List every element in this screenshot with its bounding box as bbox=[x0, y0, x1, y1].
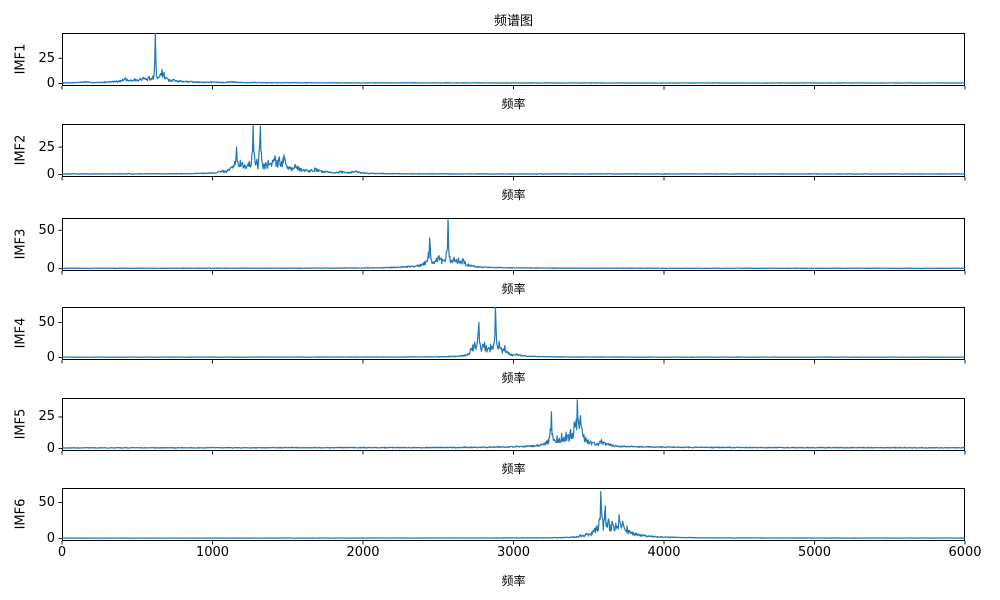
ytick-label: 50 bbox=[38, 494, 55, 510]
xtick-label: 4000 bbox=[647, 545, 681, 560]
subplot-imf4: IMF4 50 0 频率 bbox=[0, 307, 1000, 398]
axes-border bbox=[62, 398, 965, 451]
ytick-label: 25 bbox=[38, 409, 55, 425]
subplot-imf3: IMF3 50 0 频率 bbox=[0, 218, 1000, 309]
spectrum-line bbox=[61, 491, 966, 539]
spectrum-line bbox=[61, 33, 966, 84]
xtick-label: 0 bbox=[57, 545, 67, 560]
plot-area-imf1 bbox=[58, 33, 966, 90]
spectrum-line bbox=[61, 307, 966, 358]
ytick-label: 50 bbox=[38, 314, 55, 330]
xlabel-imf1: 频率 bbox=[501, 97, 526, 111]
xlabel-imf3: 频率 bbox=[501, 282, 526, 296]
axes-border bbox=[62, 124, 965, 177]
axes-border bbox=[62, 218, 965, 271]
ytick-label: 50 bbox=[38, 222, 55, 238]
spectrum-line bbox=[61, 124, 966, 175]
ytick-label: 0 bbox=[46, 167, 55, 183]
axes-border bbox=[62, 307, 965, 360]
ytick-label: 0 bbox=[46, 350, 55, 366]
ytick-label: 0 bbox=[46, 261, 55, 277]
plot-area-imf5 bbox=[58, 398, 966, 455]
plot-area-imf2 bbox=[58, 124, 966, 181]
xtick-label: 2000 bbox=[346, 545, 380, 560]
subplot-imf1: IMF1 25 0 频率 bbox=[0, 33, 1000, 124]
xtick-label: 1000 bbox=[195, 545, 230, 560]
axes-border bbox=[62, 33, 965, 86]
plot-area-imf4 bbox=[58, 307, 966, 364]
xlabel-imf2: 频率 bbox=[501, 188, 526, 202]
axes-border bbox=[62, 488, 965, 541]
spectrum-line bbox=[61, 399, 966, 449]
xtick-label: 6000 bbox=[948, 545, 982, 560]
ytick-label: 0 bbox=[46, 440, 55, 456]
xtick-label: 3000 bbox=[496, 545, 531, 560]
ytick-label: 0 bbox=[46, 530, 55, 546]
subplot-imf6: IMF6 50 0 0 1000 2000 3000 4000 5000 600… bbox=[0, 488, 1000, 600]
subplot-imf5: IMF5 25 0 频率 bbox=[0, 398, 1000, 489]
xtick-label: 5000 bbox=[797, 545, 832, 560]
plot-area-imf3 bbox=[58, 218, 966, 275]
xlabel-imf4: 频率 bbox=[501, 371, 526, 385]
ytick-label: 25 bbox=[38, 139, 55, 155]
figure-title: 频谱图 bbox=[493, 14, 533, 29]
spectrum-line bbox=[61, 218, 966, 270]
subplot-imf2: IMF2 25 0 频率 bbox=[0, 124, 1000, 215]
plot-area-imf6 bbox=[58, 488, 966, 545]
ytick-label: 25 bbox=[38, 50, 55, 66]
xlabel-imf6: 频率 bbox=[501, 574, 526, 588]
ytick-label: 0 bbox=[46, 75, 55, 91]
xlabel-imf5: 频率 bbox=[501, 462, 526, 476]
